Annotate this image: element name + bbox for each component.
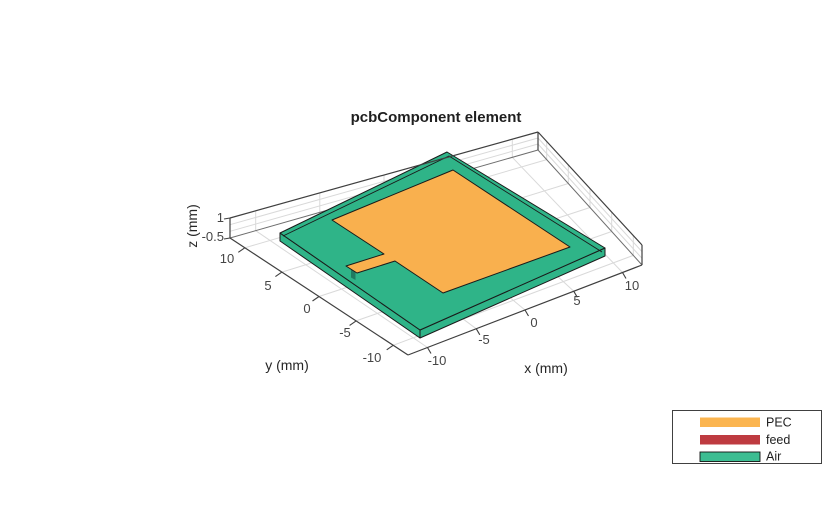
x-axis-label: x (mm) (524, 360, 568, 376)
z-axis-label: z (mm) (184, 204, 200, 248)
y-tick-label: -5 (339, 325, 351, 340)
legend-entry-pec: PEC (700, 416, 792, 430)
legend-entry-feed: feed (700, 433, 790, 447)
z-tick-label: -0.5 (202, 229, 224, 244)
z-tick-label: 1 (217, 210, 224, 225)
x-tick-label: -5 (478, 332, 490, 347)
tick-marks (223, 217, 627, 354)
y-tick-label: 10 (220, 251, 234, 266)
x-tick-label: 10 (625, 278, 639, 293)
legend-swatch-air (699, 451, 761, 462)
x-tick-labels: -10 -5 0 5 10 (428, 278, 640, 368)
z-tick-labels: 1 -0.5 (202, 210, 224, 244)
legend-label-pec: PEC (766, 416, 792, 430)
plot-title: pcbComponent element (351, 109, 522, 126)
legend-label-feed: feed (766, 433, 790, 447)
y-tick-label: 0 (303, 301, 310, 316)
legend-entry-air: Air (699, 450, 781, 464)
x-tick-label: 5 (573, 293, 580, 308)
y-tick-labels: 10 5 0 -5 -10 (220, 251, 382, 365)
board-back-edge-line (282, 155, 603, 253)
pec-patch-with-feedline (331, 169, 571, 294)
legend-swatch-feed (700, 435, 760, 445)
y-tick-label: 5 (264, 278, 271, 293)
legend-label-air: Air (766, 450, 781, 464)
y-tick-label: -10 (363, 350, 382, 365)
legend-swatch-pec (700, 417, 760, 427)
legend[interactable]: PEC feed Air (672, 410, 822, 464)
x-tick-label: 0 (530, 315, 537, 330)
y-axis-label: y (mm) (265, 357, 309, 373)
x-tick-label: -10 (428, 353, 447, 368)
